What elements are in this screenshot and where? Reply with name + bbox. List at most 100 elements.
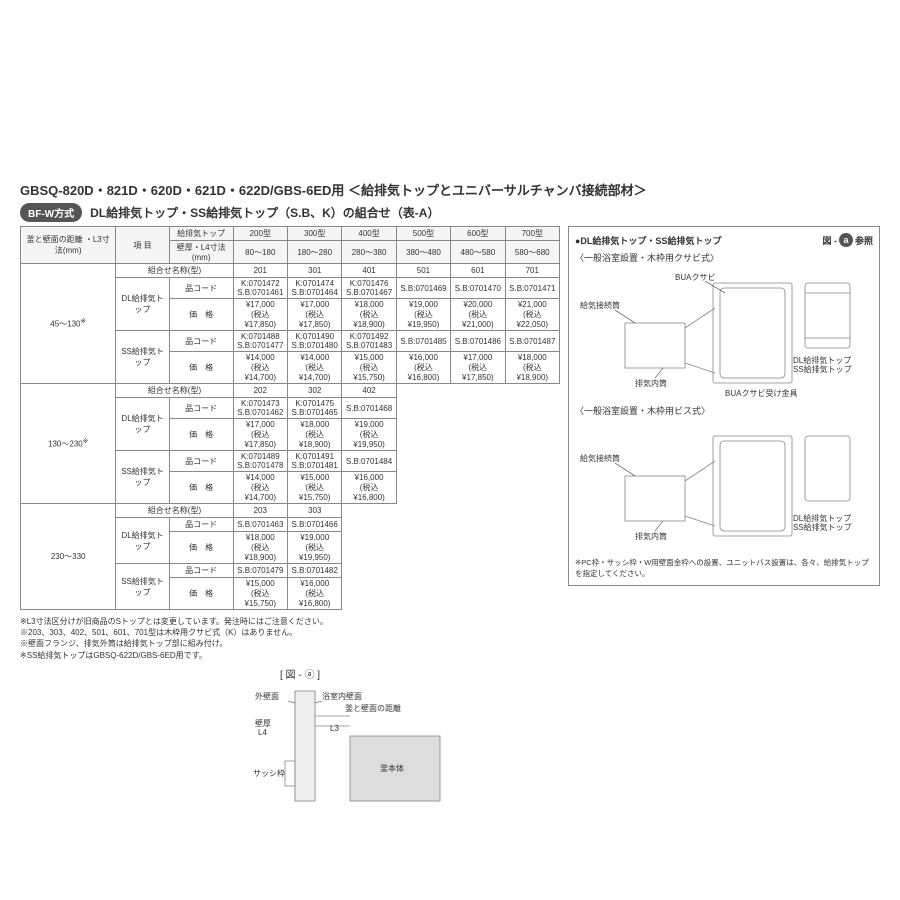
table-cell: ¥15,000(税込¥15,750) <box>287 472 341 504</box>
col-l4-label: 壁厚・L4寸法 (mm) <box>169 241 233 264</box>
fig-a-label: [ 図 - ⓐ ] <box>280 666 320 681</box>
table-cell: ¥16,000(税込¥16,800) <box>396 352 450 384</box>
l3-range: 130～230※ <box>21 384 116 504</box>
range-5: 580～680 <box>505 241 559 264</box>
svg-text:壁厚: 壁厚 <box>255 718 271 728</box>
method-badge: BF-W方式 <box>20 203 82 222</box>
price-label: 価 格 <box>169 419 233 451</box>
table-cell: K:0701475S.B:0701465 <box>287 398 341 419</box>
table-cell: S.B:0701469 <box>396 278 450 299</box>
table-cell: K:0701488S.B:0701477 <box>233 331 287 352</box>
table-cell: K:0701474S.B:0701464 <box>287 278 341 299</box>
price-label: 価 格 <box>169 299 233 331</box>
table-cell: ¥19,000(税込¥19,950) <box>342 419 396 451</box>
table-cell: K:0701491S.B:0701481 <box>287 451 341 472</box>
table-cell: S.B:0701485 <box>396 331 450 352</box>
right-note: PC枠・サッシ枠・W用壁面金枠への設置、ユニットバス設置は、各々、給排気トップを… <box>575 557 873 579</box>
table-cell: ¥21,000(税込¥22,050) <box>505 299 559 331</box>
table-cell: S.B:0701486 <box>451 331 505 352</box>
dl-label: DL給排気トップ <box>116 278 169 331</box>
annot-uke: BUAクサビ受け金具 <box>725 388 797 398</box>
table-cell: 701 <box>505 264 559 278</box>
annot-haiki: 排気内筒 <box>635 378 667 388</box>
col-l3: 釜と壁面の距離 ・L3寸法(mm) <box>21 227 116 264</box>
right-sub-1: 〈一般浴室設置・木枠用クサビ式〉 <box>575 251 873 264</box>
model-500: 500型 <box>396 227 450 241</box>
col-item: 項 目 <box>116 227 169 264</box>
table-cell: S.B:0701466 <box>287 518 341 532</box>
table-cell: K:0701492S.B:0701483 <box>342 331 396 352</box>
table-cell: K:0701490S.B:0701480 <box>287 331 341 352</box>
model-200: 200型 <box>233 227 287 241</box>
center-diagram: [ 図 - ⓐ ] 外壁面 浴室内壁面 壁厚 L4 釜と壁面の距離 L3 サッシ… <box>20 671 880 801</box>
table-cell: ¥18,000(税込¥18,900) <box>233 532 287 564</box>
svg-text:L3: L3 <box>330 724 339 733</box>
table-cell: S.B:0701468 <box>342 398 396 419</box>
table-cell: K:0701473S.B:0701462 <box>233 398 287 419</box>
annot-kusabi: BUAクサビ <box>675 273 715 282</box>
l3-range: 45～130※ <box>21 264 116 384</box>
diagram-kusabi: 給気接続筒 BUAクサビ DL給排気トップ SS給排気トップ BUAクサビ受け金… <box>575 268 865 398</box>
table-cell: ¥17,000(税込¥17,850) <box>451 352 505 384</box>
fig-a-icon: a <box>839 233 853 247</box>
notes-block: L3寸法区分けが旧商品のSトップとは変更しています。発注時にはご注意ください。 … <box>20 616 560 661</box>
table-cell: ¥14,000(税込¥14,700) <box>287 352 341 384</box>
ss-label: SS給排気トップ <box>116 331 169 384</box>
svg-text:釜と壁面の距離: 釜と壁面の距離 <box>345 703 401 713</box>
table-cell: ¥18,000(税込¥18,900) <box>342 299 396 331</box>
svg-text:外壁面: 外壁面 <box>255 691 279 701</box>
page-title: GBSQ-820D・821D・620D・621D・622D/GBS-6ED用 ＜… <box>20 180 880 199</box>
table-cell: 201 <box>233 264 287 278</box>
diagram-bis: 給気接続筒 DL給排気トップ SS給排気トップ 排気内筒 <box>575 421 865 551</box>
table-cell: ¥17,000(税込¥17,850) <box>233 299 287 331</box>
price-label: 価 格 <box>169 472 233 504</box>
price-label: 価 格 <box>169 532 233 564</box>
table-cell: 601 <box>451 264 505 278</box>
svg-text:浴室内壁面: 浴室内壁面 <box>322 691 362 701</box>
table-cell: ¥19,000(税込¥19,950) <box>287 532 341 564</box>
table-cell: ¥18,000(税込¥18,900) <box>505 352 559 384</box>
note-1: L3寸法区分けが旧商品のSトップとは変更しています。発注時にはご注意ください。 <box>20 616 560 627</box>
section-title: DL給排気トップ・SS給排気トップ（S.B、K）の組合せ（表-A） <box>90 204 439 221</box>
annot-dlss: DL給排気トップ <box>793 355 851 365</box>
svg-text:SS給排気トップ: SS給排気トップ <box>793 522 852 532</box>
svg-text:L4: L4 <box>258 728 267 737</box>
range-4: 480～580 <box>451 241 505 264</box>
price-label: 価 格 <box>169 578 233 610</box>
table-cell: S.B:0701484 <box>342 451 396 472</box>
code-label: 品コード <box>169 451 233 472</box>
code-label: 品コード <box>169 278 233 299</box>
table-cell: ¥15,000(税込¥15,750) <box>233 578 287 610</box>
table-cell: ¥17,000(税込¥17,850) <box>287 299 341 331</box>
price-label: 価 格 <box>169 352 233 384</box>
model-400: 400型 <box>342 227 396 241</box>
dl-label: DL給排気トップ <box>116 518 169 564</box>
table-cell: S.B:0701470 <box>451 278 505 299</box>
combo-label: 組合せ名称(型) <box>116 384 233 398</box>
table-cell: S.B:0701471 <box>505 278 559 299</box>
right-title: ●DL給排気トップ・SS給排気トップ <box>575 234 721 247</box>
model-300: 300型 <box>287 227 341 241</box>
annot-kyuki: 給気接続筒 <box>580 300 620 310</box>
table-cell: ¥17,000(税込¥17,850) <box>233 419 287 451</box>
combo-label: 組合せ名称(型) <box>116 264 233 278</box>
right-panel: ●DL給排気トップ・SS給排気トップ 図 - a 参照 〈一般浴室設置・木枠用ク… <box>568 226 880 586</box>
range-0: 80～180 <box>233 241 287 264</box>
range-1: 180～280 <box>287 241 341 264</box>
note-2: 203、303、402、501、601、701型は木枠用クサビ式（K）はありませ… <box>20 627 560 638</box>
table-cell: K:0701489S.B:0701478 <box>233 451 287 472</box>
code-label: 品コード <box>169 518 233 532</box>
table-cell: 203 <box>233 504 287 518</box>
table-cell: 202 <box>233 384 287 398</box>
annot-kyuki-2: 給気接続筒 <box>580 453 620 463</box>
table-cell: 402 <box>342 384 396 398</box>
table-cell: ¥16,000(税込¥16,800) <box>287 578 341 610</box>
table-cell: 303 <box>287 504 341 518</box>
table-cell: ¥15,000(税込¥15,750) <box>342 352 396 384</box>
table-cell: ¥14,000(税込¥14,700) <box>233 352 287 384</box>
table-cell: 501 <box>396 264 450 278</box>
table-cell: S.B:0701482 <box>287 564 341 578</box>
range-3: 380～480 <box>396 241 450 264</box>
table-cell: ¥16,000(税込¥16,800) <box>342 472 396 504</box>
svg-text:釜本体: 釜本体 <box>380 763 404 773</box>
